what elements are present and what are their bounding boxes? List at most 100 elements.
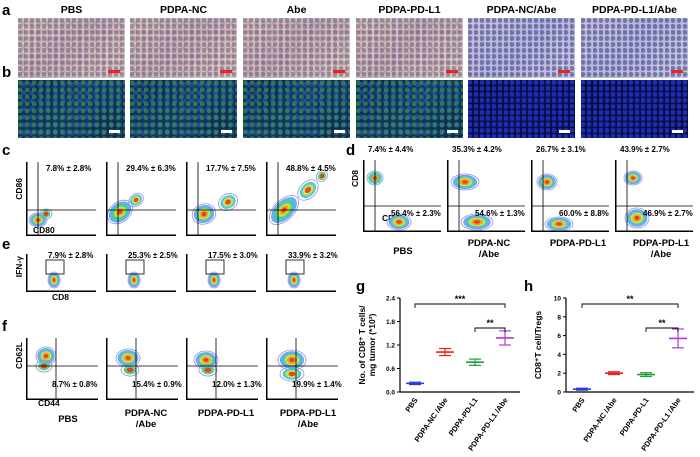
contour-ring xyxy=(133,197,139,203)
significance-bracket xyxy=(414,303,506,308)
d-group-label: PDPA-PD-L1 xyxy=(549,238,607,249)
d-bottom-percent-label: 46.9% ± 2.7% xyxy=(643,209,693,218)
fluorescence-image xyxy=(468,80,575,138)
plot-axes xyxy=(26,338,98,400)
column-header: Abe xyxy=(286,4,307,16)
y-tick-label: 1.8 xyxy=(386,319,395,326)
plot-axes xyxy=(266,254,336,292)
scale-bar xyxy=(559,130,570,133)
flow-contour-plot xyxy=(186,162,256,236)
plot-axes xyxy=(186,254,256,292)
quadrant-gate xyxy=(615,160,693,232)
contour-ring xyxy=(289,357,295,363)
contour-ring xyxy=(288,371,296,377)
contour-ring xyxy=(52,278,56,282)
significance-label: ** xyxy=(486,318,494,328)
contour-ring xyxy=(126,367,134,373)
contour-ring xyxy=(297,179,319,201)
contour-ring xyxy=(127,271,141,289)
contour-ring xyxy=(462,180,468,184)
fluorescence-image xyxy=(356,80,463,138)
quadrant-gate xyxy=(106,338,178,400)
contour-ring xyxy=(201,211,207,217)
y-tick-label: 6 xyxy=(557,333,561,340)
chart-g: 0.0 0.6 1.2 1.8 2.4 No. of CD8⁺ T cells/mg tu… xyxy=(357,294,520,453)
plot-axes xyxy=(615,160,693,232)
contour-ring xyxy=(292,278,296,282)
x-tick-label: PDPA-PD-L1 xyxy=(618,396,651,438)
flow-contour-plot xyxy=(615,160,693,232)
contour-ring xyxy=(117,209,123,215)
quadrant-gate xyxy=(447,160,525,232)
f-group-label: PDPA-PD-L1/Abe xyxy=(279,408,337,430)
quadrant-gate xyxy=(186,338,258,400)
ihc-image xyxy=(243,18,350,78)
column-header: PDPA-NC xyxy=(159,4,208,16)
panel-label-g: g xyxy=(356,278,366,295)
y-tick-label: 1.2 xyxy=(386,343,395,350)
x-tick-label: PBS xyxy=(403,396,419,414)
scale-bar xyxy=(558,70,570,73)
scale-bar xyxy=(672,130,683,133)
d-bottom-percent-label: 56.4% ± 2.3% xyxy=(391,209,441,218)
contour-ring xyxy=(128,192,144,208)
f-x-axis-label: CD44 xyxy=(38,398,60,408)
flow-contour-plot xyxy=(26,254,96,292)
scale-bar xyxy=(221,130,232,133)
contour-ring xyxy=(473,220,481,224)
fluorescence-image xyxy=(243,80,350,138)
contour-ring xyxy=(204,367,212,373)
scale-bar xyxy=(333,70,345,73)
contour-ring xyxy=(450,173,480,191)
scale-bar xyxy=(447,130,458,133)
d-top-percent-label: 43.9% ± 2.7% xyxy=(620,145,670,154)
contour-ring xyxy=(386,213,412,231)
contour-ring xyxy=(47,271,61,289)
quadrant-gate xyxy=(531,160,609,232)
d-group-label: PDPA-PD-L1/Abe xyxy=(632,238,690,260)
significance-bracket xyxy=(474,327,506,332)
y-tick-label: 4 xyxy=(557,352,561,359)
plot-axes xyxy=(186,338,258,400)
d-y-axis-label: CD8 xyxy=(350,170,360,188)
plot-axes xyxy=(26,162,96,236)
scale-bar xyxy=(671,70,683,73)
quadrant-gate xyxy=(26,338,98,400)
contour-ring xyxy=(198,363,218,377)
plot-axes xyxy=(106,254,176,292)
panel-label-c: c xyxy=(2,142,11,159)
contour-ring xyxy=(623,170,643,186)
e-percent-label: 17.5% ± 3.0% xyxy=(208,251,258,260)
column-header: PDPA-PD-L1/Abe xyxy=(592,4,677,16)
c-x-axis-label: CD80 xyxy=(33,225,55,235)
contour-ring xyxy=(218,193,238,211)
d-top-percent-label: 35.3% ± 4.2% xyxy=(452,145,502,154)
c-percent-label: 7.8% ± 2.8% xyxy=(46,164,92,173)
plot-axes xyxy=(363,160,441,232)
scale-bar xyxy=(446,70,458,73)
column-header: PDPA-PD-L1 xyxy=(378,4,441,16)
plot-axes xyxy=(266,162,336,236)
y-tick-label: 8 xyxy=(557,314,561,321)
contour-ring xyxy=(544,180,550,184)
flow-contour-plot xyxy=(186,254,256,292)
e-percent-label: 7.9% ± 2.8% xyxy=(48,251,94,260)
contour-ring xyxy=(43,211,49,217)
contour-ring xyxy=(287,271,301,289)
significance-bracket xyxy=(645,327,679,332)
y-tick-label: 2 xyxy=(557,371,561,378)
y-tick-label: 0.6 xyxy=(386,366,395,373)
quadrant-gate xyxy=(106,162,176,236)
fluorescence-image xyxy=(581,80,688,138)
panel-label-a: a xyxy=(2,2,11,19)
contour-ring xyxy=(39,208,53,220)
flow-contour-plot xyxy=(531,160,609,232)
f-percent-label: 8.7% ± 0.8% xyxy=(52,380,98,389)
scale-bar xyxy=(109,130,120,133)
plot-axes xyxy=(106,338,178,400)
flow-contour-plot xyxy=(186,338,258,400)
f-group-label: PDPA-NC/Abe xyxy=(124,408,168,430)
plot-axes xyxy=(531,160,609,232)
panel-label-b: b xyxy=(2,64,12,81)
